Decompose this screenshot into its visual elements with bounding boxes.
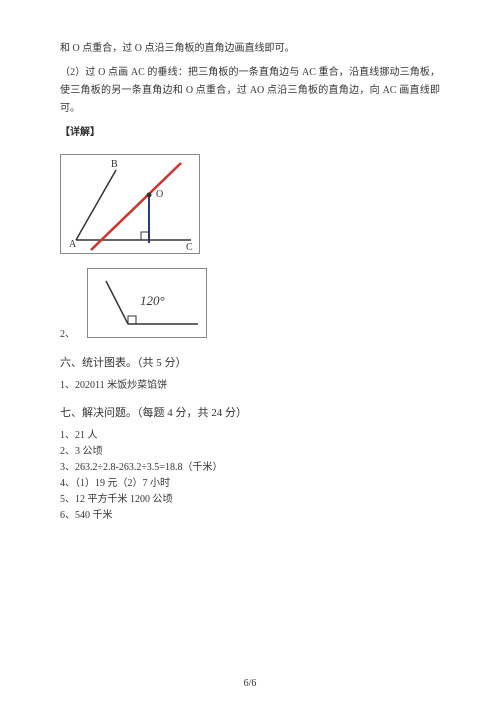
s7-answer-2: 2、3 公顷: [60, 444, 440, 460]
svg-text:O: O: [156, 189, 163, 200]
svg-text:120°: 120°: [140, 293, 165, 308]
figure-1: A B C O: [60, 154, 200, 254]
paragraph-1: 和 O 点重合，过 O 点沿三角板的直角边画直线即可。: [60, 40, 440, 58]
s7-answer-4: 4、（1）19 元（2）7 小时: [60, 476, 440, 492]
paragraph-2: （2）过 O 点画 AC 的垂线：把三角板的一条直角边与 AC 重合，沿直线挪动…: [60, 64, 440, 118]
svg-text:C: C: [186, 242, 193, 253]
section-7-title: 七、解决问题。（每题 4 分，共 24 分）: [60, 404, 440, 424]
svg-text:A: A: [69, 239, 77, 250]
s6-answer-1: 1、202011 米饭炒菜馅饼: [60, 378, 440, 394]
detail-label: 【详解】: [60, 124, 440, 142]
page-number: 6/6: [0, 675, 500, 693]
figure-2: 120°: [87, 268, 207, 338]
section-6-title: 六、统计图表。（共 5 分）: [60, 354, 440, 374]
s7-answer-3: 3、263.2÷2.8-263.2÷3.5=18.8（千米）: [60, 460, 440, 476]
figure-2-row: 2、 120°: [60, 262, 440, 344]
svg-text:B: B: [111, 159, 118, 170]
s7-answer-1: 1、21 人: [60, 428, 440, 444]
item-2-number: 2、: [60, 326, 75, 344]
s7-answer-5: 5、12 平方千米 1200 公顷: [60, 492, 440, 508]
s7-answer-6: 6、540 千米: [60, 508, 440, 524]
